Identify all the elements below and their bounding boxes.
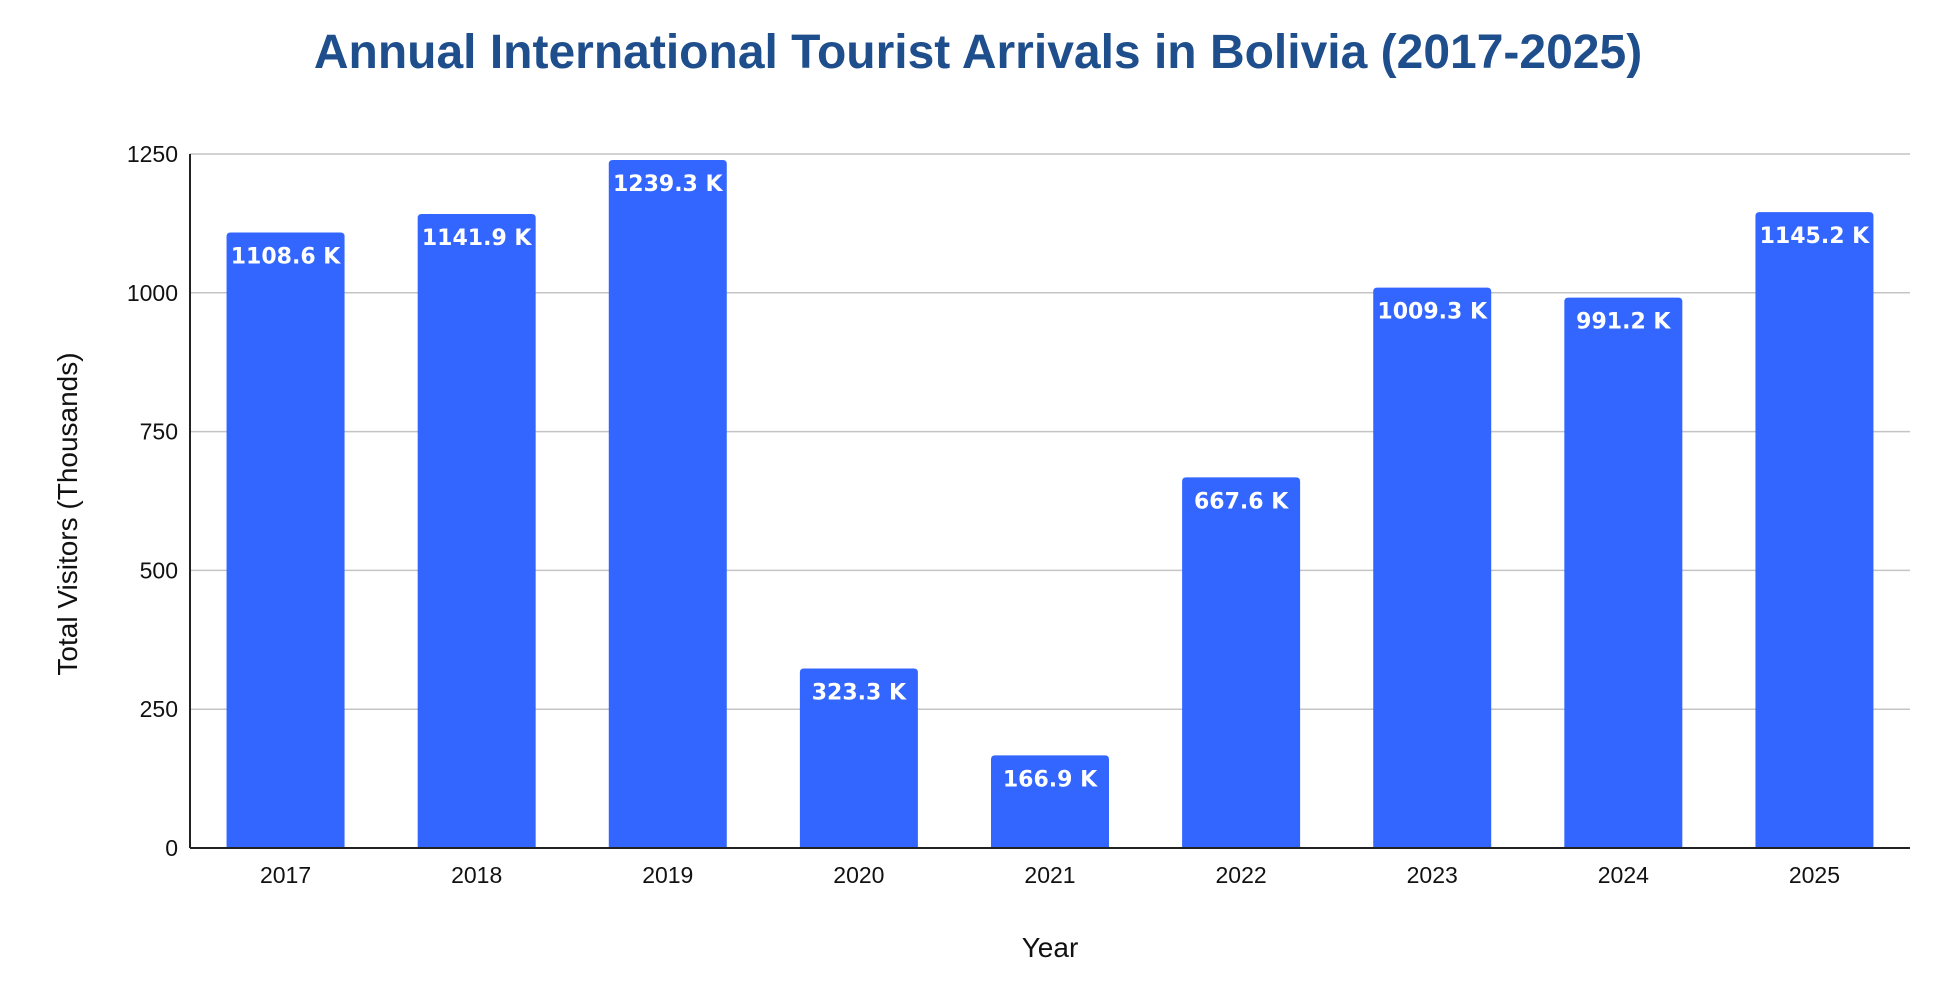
data-label-2023: 1009.3 K [1377,300,1488,325]
y-axis-title: Total Visitors (Thousands) [52,352,83,675]
data-labels: 1108.6 K 1141.9 K 1239.3 K 323.3 K 166.9 K 66… [231,172,1870,792]
x-tick-label: 2024 [1598,862,1649,888]
data-label-2022: 667.6 K [1194,489,1289,514]
bar-2020 [799,668,918,848]
bar-2018 [417,214,536,849]
bar-2024 [1564,297,1683,848]
chart-title: Annual International Tourist Arrivals in… [314,26,1642,79]
x-tick-label: 2018 [451,862,502,888]
x-tick-label: 2022 [1216,862,1267,888]
x-tick-label: 2025 [1789,862,1840,888]
x-tick-label: 2021 [1024,862,1075,888]
data-label-2017: 1108.6 K [231,245,342,270]
bar-2021 [991,755,1109,848]
bars [226,159,1874,849]
x-tick-label: 2023 [1407,862,1458,888]
y-tick-label: 1000 [127,280,178,306]
y-tick-label: 250 [140,696,178,722]
data-label-2025: 1145.2 K [1760,224,1871,249]
y-tick-label: 750 [140,419,178,445]
bar-2023 [1373,287,1492,849]
y-tick-label: 1250 [127,141,178,167]
data-label-2018: 1141.9 K [422,226,533,251]
data-label-2021: 166.9 K [1003,767,1098,792]
y-tick-label: 500 [140,557,178,583]
x-tick-label: 2017 [260,862,311,888]
bar-2017 [226,232,345,849]
y-axis-ticks: 0 250 500 750 1000 1250 [127,141,178,861]
x-axis-title: Year [1022,932,1079,963]
bar-2022 [1182,477,1301,848]
y-tick-label: 0 [165,835,178,861]
data-label-2024: 991.2 K [1576,310,1671,335]
x-tick-label: 2019 [642,862,693,888]
x-tick-label: 2020 [833,862,884,888]
bar-2025 [1755,212,1874,849]
data-label-2020: 323.3 K [812,681,907,706]
data-label-2019: 1239.3 K [613,172,724,197]
bar-2019 [608,159,727,848]
x-axis-ticks: 2017 2018 2019 2020 2021 2022 2023 2024 2025 [260,862,1840,888]
